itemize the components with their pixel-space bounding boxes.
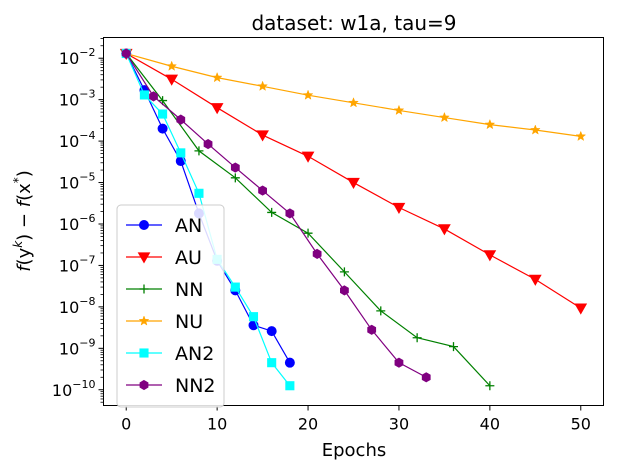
legend-label-an: AN [175, 215, 202, 237]
data-point-au [210, 103, 224, 115]
y-tick-label: 10−2 [59, 46, 96, 68]
x-tick-label: 30 [389, 415, 409, 434]
data-point-nn2 [312, 248, 322, 259]
x-tick-label: 50 [571, 415, 591, 434]
data-point-nn2 [258, 185, 267, 196]
data-point-nn2 [149, 91, 158, 102]
legend-label-au: AU [175, 247, 202, 269]
data-point-nu [529, 124, 541, 135]
data-point-nu [575, 130, 587, 142]
legend-marker-an [139, 220, 149, 230]
series-nu [120, 47, 587, 142]
x-tick-label: 10 [207, 415, 227, 434]
data-point-nu [393, 104, 405, 116]
data-point-au [301, 151, 315, 163]
data-point-au [392, 202, 406, 215]
y-tick-label: 10−8 [59, 295, 96, 317]
data-point-an [266, 326, 277, 337]
data-point-nn [485, 381, 495, 391]
data-point-nu [302, 89, 314, 100]
y-tick-label: 10−4 [59, 129, 96, 151]
y-tick-label: 10−6 [59, 212, 96, 234]
data-point-nn [412, 333, 422, 343]
x-tick-label: 20 [298, 415, 318, 434]
data-point-nn [230, 173, 240, 183]
legend-entry-nn: NN [126, 279, 203, 301]
data-point-nn [449, 342, 458, 352]
data-point-an [157, 123, 168, 134]
data-point-nn2 [367, 324, 377, 335]
series-line-nu [126, 52, 581, 137]
data-point-an2 [230, 282, 240, 292]
series-nn [121, 48, 495, 391]
data-point-nn2 [203, 138, 213, 150]
data-point-an2 [158, 109, 168, 119]
data-point-au [483, 250, 497, 262]
y-tick-label: 10−3 [59, 88, 96, 110]
data-point-nn2 [421, 372, 431, 383]
data-point-an2 [267, 358, 277, 368]
data-point-nn2 [285, 208, 295, 219]
data-point-au [528, 274, 542, 286]
plot-frame [103, 37, 604, 406]
chart-title: dataset: w1a, tau=9 [251, 11, 456, 35]
data-point-nn2 [394, 357, 404, 368]
legend-label-nn2: NN2 [175, 375, 216, 397]
data-point-nn [194, 146, 204, 156]
x-axis-label: Epochs [322, 440, 387, 461]
data-point-au [438, 224, 451, 236]
data-point-an2 [285, 381, 295, 391]
y-tick-label: 10−10 [52, 378, 96, 400]
data-point-au [574, 303, 588, 315]
data-point-an2 [194, 188, 204, 198]
data-point-nn [339, 267, 349, 277]
legend-marker-nn [139, 284, 149, 294]
data-point-nn2 [121, 48, 131, 59]
data-point-nu [438, 111, 450, 123]
legend-entry-au: AU [126, 247, 202, 269]
data-point-nu [211, 71, 223, 83]
series-au [119, 48, 588, 315]
data-point-an2 [139, 90, 149, 100]
data-point-an [284, 357, 295, 368]
legend-entry-nu: NU [126, 311, 203, 333]
data-point-nn2 [230, 162, 240, 173]
y-axis-label: f(yk) − f(x*) [11, 170, 35, 272]
series-nn2 [121, 48, 431, 383]
legend-label-nn: NN [175, 279, 203, 301]
x-tick-label: 40 [480, 415, 500, 434]
legend-entry-an: AN [126, 215, 202, 237]
data-point-an2 [248, 312, 259, 322]
legend-marker-au [137, 252, 151, 264]
data-point-nn2 [340, 285, 349, 296]
data-point-nn [267, 207, 277, 217]
data-point-an2 [176, 148, 186, 158]
data-point-nu [484, 118, 496, 130]
legend-entry-nn2: NN2 [126, 375, 216, 397]
legend-marker-nn2 [139, 379, 149, 391]
y-tick-label: 10−7 [59, 253, 96, 275]
series-line-nn2 [125, 53, 427, 378]
legend-label-an2: AN2 [175, 343, 214, 365]
legend-label-nu: NU [175, 311, 203, 333]
data-point-nn [376, 306, 386, 316]
legend-entry-an2: AN2 [126, 343, 214, 365]
data-point-au [347, 177, 360, 190]
x-tick-label: 0 [121, 415, 131, 434]
legend: AN AU NN NU AN2 NN2 [116, 204, 225, 408]
data-point-nn [303, 228, 313, 238]
data-point-nu [166, 60, 178, 71]
y-tick-label: 10−9 [59, 336, 96, 358]
data-point-nu [348, 97, 359, 108]
data-point-au [165, 74, 179, 86]
legend-marker-an2 [139, 348, 149, 358]
legend-marker-nu [138, 315, 150, 326]
data-point-au [256, 130, 269, 142]
y-tick-label: 10−5 [59, 171, 96, 193]
data-point-nu [257, 80, 269, 91]
data-point-nn2 [176, 114, 186, 125]
